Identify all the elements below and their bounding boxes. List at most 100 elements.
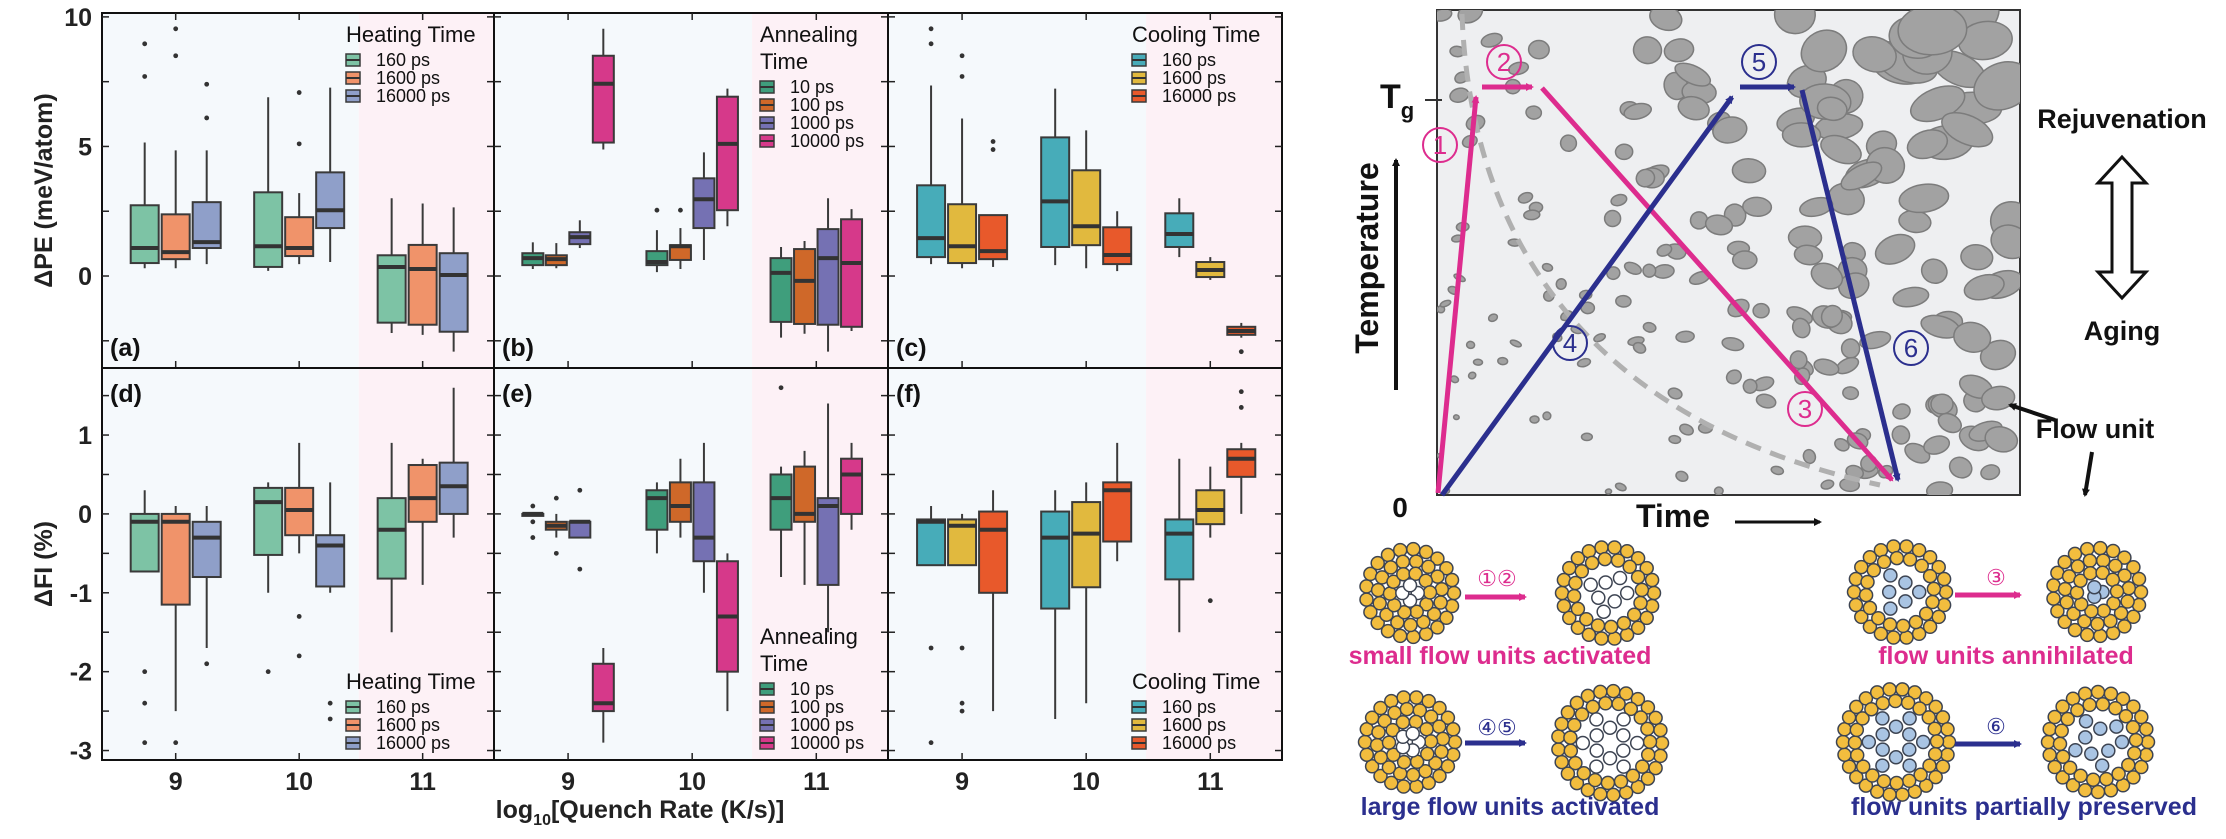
flow-unit-particle [1465, 340, 1476, 350]
flow-unit-particle [1937, 412, 1962, 434]
atom [1936, 571, 1952, 587]
legend-entry: 16000 ps [1162, 733, 1236, 753]
atom [1911, 626, 1927, 642]
atom [1431, 719, 1447, 734]
flow-unit-particle [1791, 317, 1811, 339]
free-volume-atom [1589, 743, 1604, 758]
atom [1406, 541, 1421, 557]
atom [1928, 769, 1943, 785]
outlier-point [296, 614, 302, 619]
flow-unit-particle [1773, 10, 1816, 35]
aging-boundary-dashed-curve [1459, 13, 1881, 488]
atom [2057, 614, 2072, 630]
flow-unit-particle [1632, 341, 1647, 354]
atom [1646, 585, 1662, 601]
flow-unit-particle [1973, 61, 2020, 111]
atom [1858, 587, 1874, 603]
atom [2121, 580, 2137, 596]
atom [1447, 734, 1463, 750]
flow-unit-particle [1897, 10, 1968, 56]
box-16000ps-10 [1102, 211, 1133, 272]
atom [1644, 572, 1660, 588]
outlier-point [577, 487, 583, 493]
atom [1570, 620, 1586, 636]
box-1600ps-9 [160, 26, 191, 269]
box-iqr [591, 662, 615, 713]
flow-unit-particle [1507, 61, 1530, 76]
atom [1630, 569, 1646, 585]
x-tick-label: 11 [803, 768, 830, 796]
flow-unit-particle [1859, 330, 1892, 350]
flow-unit-particle [1542, 411, 1552, 421]
legend-entry: 10 ps [790, 77, 834, 97]
atom [1435, 731, 1451, 747]
y-tick-label: -3 [70, 738, 92, 766]
free-volume-atom [1875, 727, 1890, 742]
outlier-point [928, 645, 934, 651]
atom [2083, 565, 2098, 581]
flow-unit-particle [1623, 102, 1652, 121]
svg-text:4: 4 [1563, 328, 1577, 358]
box-16000ps-9 [978, 139, 1009, 267]
x-tick-label: 11 [409, 768, 436, 796]
atom [2126, 770, 2141, 785]
step-1-label: 1 [1422, 127, 1458, 163]
box-1000ps-11 [816, 403, 840, 633]
free-volume-atom [1875, 711, 1890, 726]
box-16000ps-9 [978, 490, 1009, 712]
box-160ps-9 [129, 490, 160, 746]
flow-unit-particle [1834, 438, 1850, 452]
atom [1847, 735, 1863, 750]
free-volume-atom [1883, 601, 1898, 616]
atom [1600, 775, 1616, 791]
free-volume-atom [1915, 734, 1931, 750]
free-volume-atom [1875, 742, 1890, 757]
atom [1618, 686, 1634, 701]
cluster-small-after [1554, 540, 1662, 646]
x-axis-title: log10[Quench Rate (K/s)] [496, 796, 785, 829]
atom [1849, 699, 1864, 715]
step6-cooling-arrow [1799, 89, 1901, 482]
cluster-small-before [1359, 541, 1462, 645]
boxplot-figure: 10 5 0 ΔPE (meV/atom) (a) Heating Time 160 ps 1… [30, 4, 1283, 829]
free-volume-atom [1902, 758, 1917, 773]
flow-unit-particle [1842, 386, 1860, 401]
free-volume-atom [2078, 713, 2094, 729]
flow-unit-particle [1810, 262, 1844, 290]
box-100ps-10 [668, 207, 692, 270]
atom [2126, 699, 2141, 714]
y-axis-title: ΔPE (meV/atom) [30, 93, 58, 287]
atom [1584, 555, 1600, 571]
outlier-point [990, 147, 996, 152]
flow-unit-particle [1755, 393, 1777, 409]
atom [1385, 722, 1400, 738]
legend-entry: 10000 ps [790, 131, 864, 151]
flow-unit-particle [1898, 183, 1950, 214]
atom [1568, 755, 1583, 771]
atom [2093, 540, 2108, 556]
atom [1907, 685, 1923, 700]
free-volume-atom [2093, 721, 2108, 736]
x-tick-label: 9 [955, 768, 969, 796]
flow-unit-particle [1752, 302, 1770, 319]
origin-label: 0 [1392, 492, 1408, 523]
atom [2084, 603, 2099, 619]
free-volume-atom [1589, 712, 1604, 727]
flow-unit-particle [1439, 299, 1452, 308]
atom [1928, 699, 1943, 715]
y-tick-label: -1 [70, 580, 92, 608]
atom [1359, 592, 1374, 607]
panel-label: (e) [502, 380, 533, 408]
box-10000ps-9 [591, 648, 615, 743]
atom [1849, 747, 1865, 763]
box-iqr [1226, 448, 1257, 478]
atom [1597, 551, 1613, 567]
flow-unit-particle [1800, 29, 1848, 73]
atom [1370, 555, 1385, 571]
atom [2073, 768, 2088, 784]
atom [1862, 619, 1878, 635]
atom [1630, 620, 1646, 636]
atom [1849, 722, 1865, 738]
free-volume-atom [1902, 742, 1917, 757]
